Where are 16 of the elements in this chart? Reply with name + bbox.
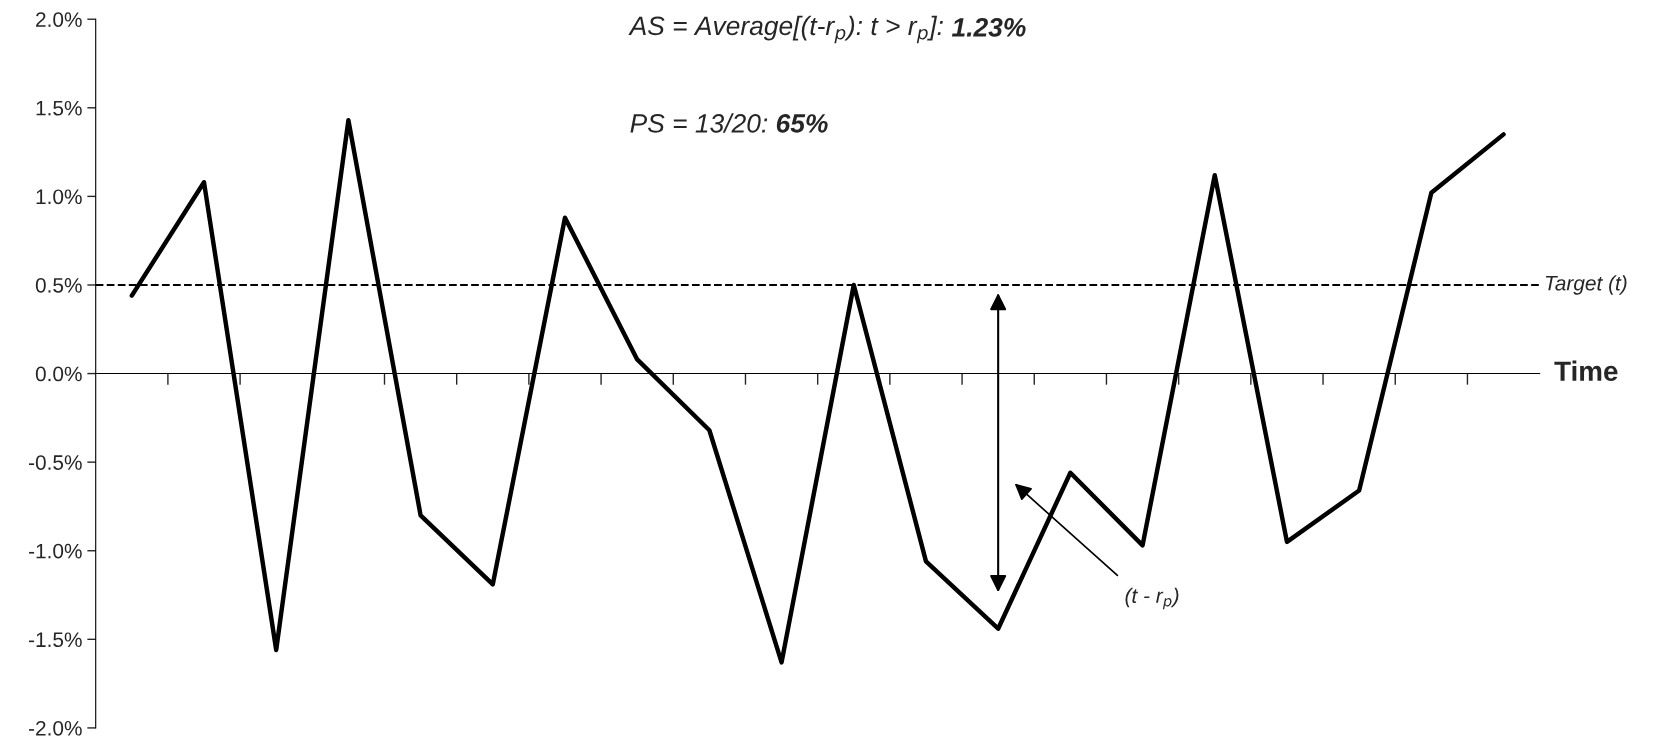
- x-axis-title: Time: [1554, 360, 1618, 382]
- annotation: PS = 13/20:: [630, 113, 768, 133]
- y-tick-label: 1.5%: [36, 100, 82, 116]
- ref-line-label: Target (t): [1545, 275, 1627, 295]
- y-tick-label: -1.0%: [29, 543, 82, 559]
- y-tick-label: -2.0%: [29, 720, 82, 736]
- y-tick-label: 2.0%: [36, 12, 82, 27]
- y-tick-label: -1.5%: [29, 632, 82, 648]
- y-tick-label: 0.0%: [35, 366, 82, 382]
- annotation: AS = Average[(t-r$_{p}$): t > r$_{p}$]:: [628, 15, 943, 44]
- annotation: 65%: [776, 114, 828, 133]
- y-tick-label: 0.5%: [35, 277, 82, 293]
- annotation: (t - r$_{p}$): [1125, 587, 1179, 610]
- y-tick-label: 1.0%: [36, 189, 82, 205]
- y-tick-label: -0.5%: [29, 455, 82, 470]
- annotation: 1.23%: [951, 17, 1026, 37]
